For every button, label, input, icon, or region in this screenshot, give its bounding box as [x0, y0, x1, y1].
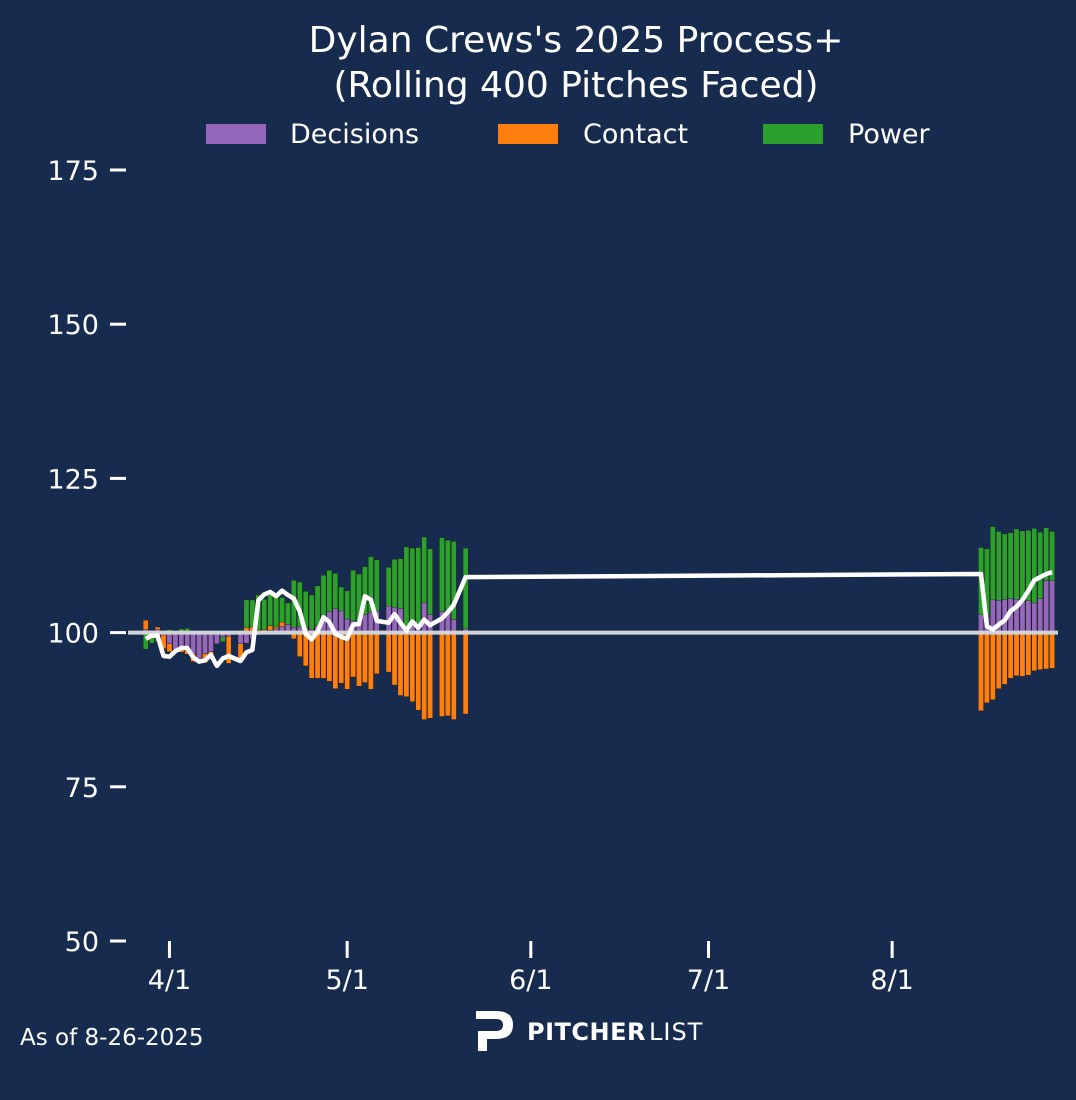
legend-label-decisions: Decisions [290, 119, 419, 150]
y-tick-label-175: 175 [47, 156, 99, 187]
bar-contact-2025-05-06 [373, 632, 380, 675]
bar-decisions-2025-05-05 [368, 612, 374, 633]
x-tick-label-4/1: 4/1 [148, 965, 191, 996]
brand-light-text: LIST [649, 1018, 703, 1046]
bar-contact-2025-05-09 [391, 632, 398, 686]
bar-decisions-2025-08-16 [978, 614, 984, 633]
chart-title-line-1: Dylan Crews's 2025 Process+ [309, 20, 844, 61]
bar-contact-2025-05-05 [368, 632, 374, 690]
y-tick-label-75: 75 [65, 773, 99, 804]
bar-contact-2025-08-16 [978, 632, 984, 712]
bar-contact-2025-08-27 [1043, 632, 1049, 670]
bar-decisions-2025-08-24 [1025, 600, 1032, 633]
bar-decisions-2025-04-07 [202, 632, 208, 654]
x-tick-label-8/1: 8/1 [870, 965, 913, 996]
bar-decisions-2025-08-26 [1037, 598, 1044, 633]
legend-swatch-decisions [206, 124, 266, 144]
legend-label-contact: Contact [583, 119, 688, 150]
bar-contact-2025-08-20 [1001, 632, 1008, 685]
x-tick-label-7/1: 7/1 [687, 965, 730, 996]
bar-contact-2025-04-23 [296, 632, 303, 657]
bar-decisions-2025-08-23 [1019, 601, 1026, 633]
y-axis: 50 75 100 125 150 175 [47, 156, 126, 958]
bar-contact-2025-08-25 [1031, 632, 1038, 672]
x-tick-label-5/1: 5/1 [325, 965, 368, 996]
bar-decisions-2025-04-06 [196, 632, 202, 659]
legend-swatch-power [763, 124, 823, 144]
bar-decisions-2025-04-08 [208, 632, 214, 652]
bar-contact-2025-05-10 [397, 632, 404, 696]
bar-contact-2025-08-18 [990, 632, 996, 701]
bar-power-2025-03-28 [142, 632, 149, 650]
bar-decisions-2025-04-30 [338, 610, 345, 633]
bar-decisions-2025-04-02 [172, 632, 179, 650]
bar-contact-2025-08-26 [1037, 632, 1044, 670]
bar-power-2025-05-11 [403, 546, 410, 633]
bar-contact-2025-05-14 [421, 632, 427, 720]
legend-swatch-contact [498, 124, 558, 144]
bar-power-2025-04-25 [308, 594, 315, 633]
brand-bold-text: PITCHER [527, 1018, 646, 1046]
bar-power-2025-05-21 [462, 547, 469, 633]
bar-contact-2025-05-21 [462, 632, 469, 715]
bar-contact-2025-04-30 [338, 632, 345, 684]
bar-contact-2025-04-28 [326, 632, 333, 682]
bar-contact-2025-04-27 [320, 632, 327, 679]
bar-contact-2025-05-18 [445, 632, 451, 717]
bar-contact-2025-04-29 [332, 632, 339, 689]
bar-contact-2025-05-03 [356, 632, 362, 687]
process-plus-line [144, 570, 1053, 669]
pitcherlist-logo: PITCHER LIST [476, 1011, 703, 1051]
bar-contact-2025-05-13 [415, 632, 422, 711]
bar-decisions-2025-08-28 [1049, 580, 1055, 633]
bar-contact-2025-04-26 [314, 632, 321, 679]
y-tick-label-100: 100 [47, 619, 99, 650]
y-tick-label-125: 125 [47, 464, 99, 495]
bar-contact-2025-08-17 [984, 632, 990, 704]
bar-contact-2025-08-21 [1007, 632, 1014, 679]
bar-decisions-2025-08-27 [1043, 580, 1049, 633]
bar-contact-2025-08-24 [1025, 632, 1032, 676]
bar-contact-2025-05-04 [362, 632, 368, 683]
bar-contact-2025-08-19 [995, 632, 1002, 689]
bar-decisions-2025-08-25 [1031, 602, 1038, 633]
chart-title-line-2: (Rolling 400 Pitches Faced) [333, 65, 818, 106]
x-tick-label-6/1: 6/1 [509, 965, 552, 996]
bar-contact-2025-05-02 [350, 632, 356, 678]
bar-contact-2025-05-12 [409, 632, 416, 702]
y-tick-label-150: 150 [47, 310, 99, 341]
bar-contact-2025-05-19 [450, 632, 457, 720]
bar-contact-2025-05-01 [344, 632, 350, 690]
y-tick-label-50: 50 [65, 927, 99, 958]
bar-power-2025-04-17 [261, 599, 268, 633]
bar-power-2025-05-19 [450, 541, 457, 633]
x-axis: 4/1 5/1 6/1 7/1 8/1 [148, 941, 914, 996]
as-of-date: As of 8-26-2025 [20, 1025, 204, 1051]
bar-power-2025-05-13 [415, 547, 422, 633]
bar-contact-2025-05-08 [385, 632, 392, 673]
legend-label-power: Power [848, 119, 931, 150]
legend: Decisions Contact Power [206, 119, 931, 150]
bar-contact-2025-08-23 [1019, 632, 1026, 677]
bar-contact-2025-05-11 [403, 632, 410, 697]
bar-decisions-2025-05-04 [362, 614, 368, 633]
pitcherlist-p-logo-icon [476, 1011, 513, 1051]
bar-contact-2025-08-28 [1049, 632, 1055, 669]
bar-contact-2025-05-15 [427, 632, 433, 719]
bar-contact-2025-05-17 [439, 632, 445, 717]
bar-contact-2025-08-22 [1013, 632, 1020, 676]
